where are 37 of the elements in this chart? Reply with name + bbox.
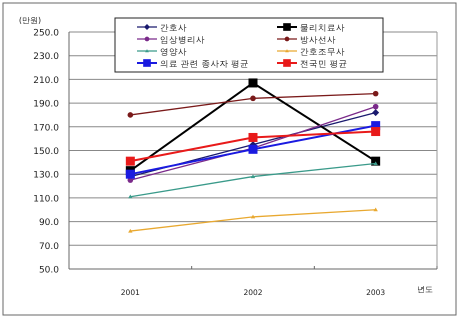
y-axis-title: (만원) [18,16,42,25]
legend-label: 간호사 [160,24,187,34]
point [371,127,380,136]
y-tick-label: 190.0 [33,100,60,110]
point [373,208,378,212]
point [128,112,134,118]
y-tick-label: 50.0 [38,266,60,276]
point [372,104,378,110]
point [126,170,135,179]
y-tick-label: 90.0 [38,218,60,228]
y-tick-label: 230.0 [33,52,60,62]
legend-label: 방사선사 [300,36,336,46]
legend-label: 영양사 [160,48,187,58]
point [126,156,135,166]
y-tick-label: 250.0 [33,28,60,38]
point [248,78,258,88]
point [248,144,258,154]
point [128,194,133,198]
legend-label: 임상병리사 [160,36,205,46]
point [372,109,380,116]
y-tick-label: 110.0 [33,194,60,204]
y-tick-label: 210.0 [33,76,60,86]
y-tick-label: 130.0 [33,170,60,181]
legend-label: 간호조무사 [300,48,345,58]
y-tick-label: 150.0 [33,147,60,157]
point [250,214,256,218]
y-tick-label: 170.0 [33,123,60,134]
legend-label: 물리치료사 [300,24,345,34]
x-axis-title: 년도 [417,285,433,294]
y-tick-label: 70.0 [38,242,60,252]
point [128,228,133,233]
point [250,96,256,102]
legend-label: 전국민 평균 [300,60,348,70]
point [372,90,378,96]
point [250,174,256,178]
point [248,132,258,142]
legend-label: 의료 관련 종사자 평균 [160,60,250,70]
